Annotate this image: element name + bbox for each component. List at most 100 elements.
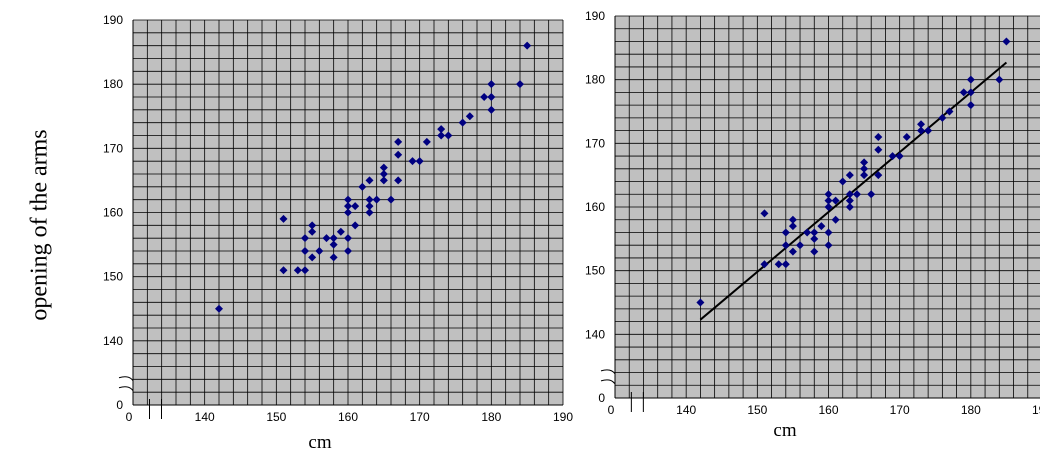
data-point bbox=[329, 240, 338, 249]
y-tick-label: 160 bbox=[585, 200, 605, 214]
data-point bbox=[365, 208, 374, 217]
data-point bbox=[387, 195, 395, 204]
trendline bbox=[699, 61, 1008, 321]
x-tick-label: 150 bbox=[747, 403, 767, 417]
x-tick-label: 160 bbox=[338, 410, 358, 424]
data-point bbox=[874, 132, 883, 141]
x-tick-label: 170 bbox=[890, 403, 910, 417]
x-tick-label: 140 bbox=[676, 403, 696, 417]
data-point bbox=[301, 234, 309, 243]
y-tick-label: 180 bbox=[103, 77, 123, 91]
data-point bbox=[293, 266, 302, 275]
y-axis-break-mark bbox=[118, 386, 134, 392]
data-point bbox=[344, 208, 352, 217]
data-point bbox=[924, 126, 933, 135]
data-point bbox=[322, 234, 331, 243]
data-point bbox=[408, 157, 417, 166]
data-point bbox=[902, 132, 911, 141]
y-tick-label: 140 bbox=[103, 334, 123, 348]
data-point bbox=[329, 253, 338, 262]
data-point bbox=[810, 228, 819, 237]
data-point bbox=[444, 131, 453, 140]
data-point bbox=[817, 222, 826, 231]
data-point bbox=[938, 113, 947, 122]
data-point bbox=[344, 247, 352, 255]
data-point bbox=[458, 118, 467, 127]
x-tick-label: 170 bbox=[410, 410, 430, 424]
y-tick-label: 180 bbox=[585, 73, 605, 87]
data-point bbox=[422, 137, 431, 146]
data-point bbox=[803, 228, 812, 237]
data-point bbox=[831, 215, 840, 224]
x-axis-unit-left: cm bbox=[308, 432, 332, 453]
data-point bbox=[279, 266, 288, 275]
y-tick-label: 150 bbox=[103, 270, 123, 284]
data-point bbox=[760, 260, 769, 269]
data-point bbox=[379, 163, 388, 172]
data-point bbox=[523, 41, 532, 50]
data-point bbox=[860, 164, 869, 173]
data-point bbox=[867, 190, 876, 199]
data-point bbox=[465, 112, 474, 121]
data-point bbox=[437, 125, 446, 134]
data-point bbox=[788, 247, 797, 256]
data-point bbox=[788, 215, 797, 224]
data-point bbox=[365, 176, 374, 185]
data-point bbox=[874, 145, 883, 154]
data-point bbox=[845, 196, 854, 205]
data-point bbox=[279, 214, 288, 223]
data-point bbox=[308, 221, 317, 230]
data-point bbox=[329, 234, 338, 243]
data-point bbox=[351, 202, 360, 211]
data-point bbox=[437, 131, 446, 140]
data-point bbox=[966, 88, 975, 97]
data-point bbox=[696, 298, 705, 307]
y-axis-break-mark bbox=[600, 379, 616, 385]
data-point bbox=[852, 190, 861, 199]
data-point bbox=[966, 75, 975, 84]
data-point bbox=[845, 190, 854, 199]
data-point bbox=[824, 196, 833, 205]
data-point bbox=[824, 228, 833, 237]
data-point bbox=[917, 120, 926, 129]
data-point bbox=[415, 157, 424, 166]
data-point bbox=[845, 171, 854, 180]
data-point bbox=[781, 241, 790, 250]
data-point bbox=[365, 202, 374, 211]
data-point bbox=[760, 209, 769, 218]
x-tick-label: 140 bbox=[195, 410, 215, 424]
data-point bbox=[394, 150, 403, 159]
data-point bbox=[860, 171, 869, 180]
x-tick-label: 190 bbox=[553, 410, 573, 424]
y-tick-label: 160 bbox=[103, 206, 123, 220]
data-point bbox=[379, 170, 388, 178]
y-tick-label: 150 bbox=[585, 264, 605, 278]
data-point bbox=[394, 176, 403, 185]
data-point bbox=[874, 171, 883, 180]
data-point bbox=[995, 75, 1004, 84]
data-point bbox=[838, 177, 847, 186]
data-point bbox=[308, 253, 317, 262]
data-point bbox=[315, 247, 324, 255]
data-point bbox=[394, 137, 403, 146]
y-tick-label: 190 bbox=[103, 13, 123, 27]
data-point bbox=[487, 105, 496, 114]
data-point bbox=[351, 221, 360, 230]
data-point bbox=[344, 195, 352, 204]
data-point bbox=[487, 80, 496, 89]
data-point bbox=[824, 203, 833, 211]
data-point bbox=[966, 101, 975, 110]
data-point bbox=[301, 247, 309, 255]
data-point bbox=[516, 80, 524, 89]
data-point bbox=[781, 228, 790, 237]
grid bbox=[132, 19, 564, 406]
data-point bbox=[945, 107, 954, 116]
data-point bbox=[824, 241, 833, 250]
y-tick-label: 190 bbox=[585, 9, 605, 23]
x-tick-label: 180 bbox=[961, 403, 981, 417]
data-point bbox=[774, 260, 783, 269]
y-origin-label: 0 bbox=[116, 398, 123, 412]
x-tick-label: 190 bbox=[1032, 403, 1040, 417]
